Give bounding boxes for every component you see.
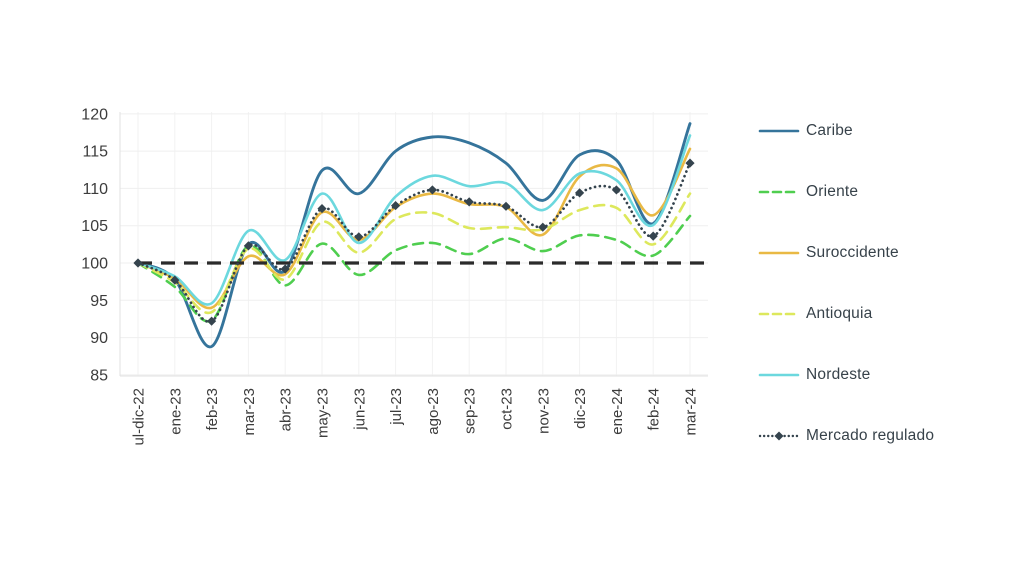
x-tick-label: oct-23 bbox=[499, 388, 516, 430]
x-tick-label: jul-23 bbox=[388, 388, 405, 426]
x-tick-label: ene-24 bbox=[609, 388, 626, 435]
y-tick-label: 120 bbox=[81, 106, 108, 123]
legend-swatch-line bbox=[758, 373, 800, 376]
legend-swatch-nordeste bbox=[758, 368, 800, 382]
diamond-marker bbox=[317, 203, 327, 214]
x-tick-label: nov-23 bbox=[535, 388, 552, 434]
legend-swatch-suroccidente bbox=[758, 246, 800, 260]
series-line-suroccidente bbox=[136, 147, 692, 310]
legend-swatch-antioquia bbox=[758, 307, 800, 321]
legend-swatch-line bbox=[758, 190, 800, 193]
diamond-marker bbox=[611, 185, 621, 195]
legend-item-oriente: Oriente bbox=[758, 179, 934, 204]
x-tick-label: feb-24 bbox=[646, 388, 663, 431]
x-tick-label: abr-23 bbox=[278, 388, 295, 431]
legend-swatch-line bbox=[758, 312, 800, 315]
x-tick-label: mar-24 bbox=[683, 388, 700, 436]
legend-label-oriente: Oriente bbox=[806, 182, 859, 200]
diamond-marker bbox=[133, 258, 143, 268]
legend-label-caribe: Caribe bbox=[806, 121, 853, 139]
legend-swatch-mercado-regulado bbox=[758, 429, 800, 443]
legend-swatch-diamond bbox=[774, 431, 784, 440]
y-tick-label: 95 bbox=[90, 293, 108, 310]
diamond-marker bbox=[575, 188, 585, 198]
x-tick-label: feb-23 bbox=[204, 388, 221, 431]
legend-swatch-line bbox=[758, 251, 800, 254]
diamond-marker bbox=[207, 316, 217, 326]
legend-label-nordeste: Nordeste bbox=[806, 365, 871, 383]
x-tick-label: sep-23 bbox=[462, 388, 479, 434]
legend-swatch-caribe bbox=[758, 124, 800, 138]
diamond-marker bbox=[354, 232, 364, 242]
legend-label-suroccidente: Suroccidente bbox=[806, 243, 899, 261]
legend-swatch-line bbox=[758, 129, 800, 132]
y-tick-label: 105 bbox=[81, 218, 108, 235]
series-line-nordeste bbox=[136, 134, 692, 306]
x-tick-label: jun-23 bbox=[351, 388, 368, 431]
diamond-marker bbox=[538, 222, 548, 232]
legend: Caribe Oriente Suroccidente Antioquia No… bbox=[758, 118, 934, 484]
legend-item-mercado-regulado: Mercado regulado bbox=[758, 423, 934, 448]
series-line-mercado-regulado bbox=[136, 161, 692, 323]
diamond-marker bbox=[427, 185, 437, 195]
y-tick-label: 85 bbox=[90, 367, 108, 384]
legend-item-antioquia: Antioquia bbox=[758, 301, 934, 326]
series-line-antioquia bbox=[136, 192, 692, 315]
legend-swatch-line bbox=[758, 431, 800, 440]
x-tick-label: mar-23 bbox=[241, 388, 258, 436]
legend-swatch-oriente bbox=[758, 185, 800, 199]
diamond-marker bbox=[391, 200, 401, 211]
legend-item-caribe: Caribe bbox=[758, 118, 934, 143]
y-tick-label: 115 bbox=[82, 144, 108, 161]
x-tick-label: ago-23 bbox=[425, 388, 442, 435]
diamond-marker bbox=[685, 158, 695, 168]
series-line-caribe bbox=[136, 122, 692, 348]
diamond-marker bbox=[243, 241, 253, 251]
x-tick-label: dic-23 bbox=[572, 388, 589, 429]
diamond-marker bbox=[170, 275, 180, 285]
legend-item-nordeste: Nordeste bbox=[758, 362, 934, 387]
diamond-marker bbox=[648, 231, 658, 241]
diamond-marker bbox=[464, 197, 474, 207]
y-tick-label: 90 bbox=[90, 330, 108, 347]
legend-label-antioquia: Antioquia bbox=[806, 304, 873, 322]
diamond-marker bbox=[501, 201, 511, 211]
legend-label-mercado-regulado: Mercado regulado bbox=[806, 426, 935, 444]
y-tick-label: 100 bbox=[81, 256, 108, 273]
x-tick-label: ul-dic-22 bbox=[131, 388, 148, 446]
y-tick-label: 110 bbox=[82, 181, 108, 198]
x-tick-label: ene-23 bbox=[167, 388, 184, 435]
legend-item-suroccidente: Suroccidente bbox=[758, 240, 934, 265]
diamond-marker bbox=[280, 264, 290, 274]
x-tick-label: may-23 bbox=[315, 388, 332, 438]
